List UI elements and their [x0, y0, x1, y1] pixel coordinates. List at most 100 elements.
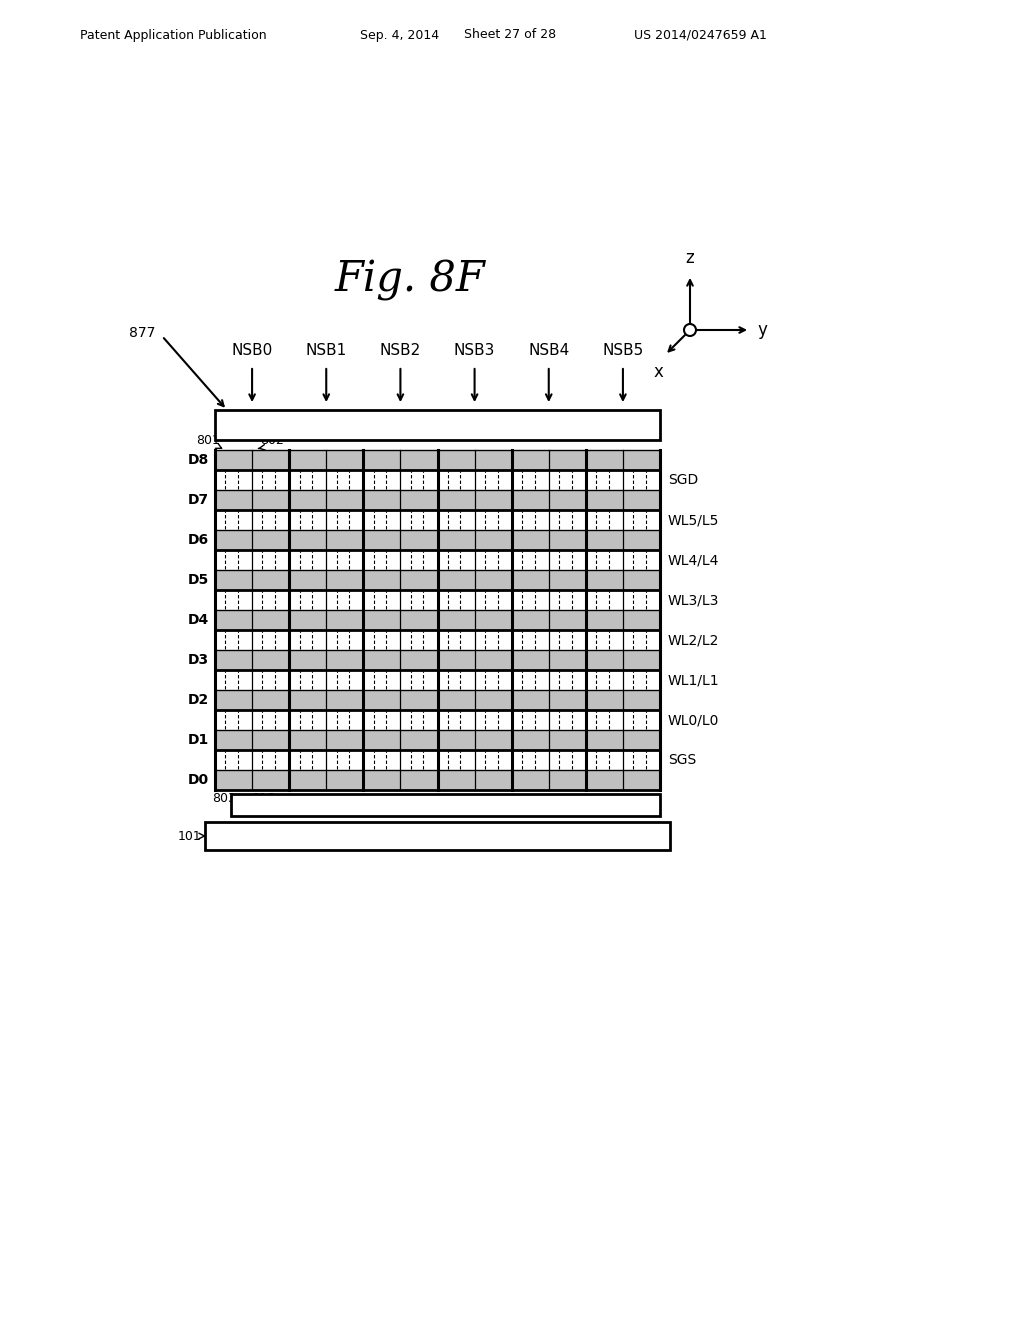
- Bar: [437, 610, 512, 630]
- Bar: [437, 630, 512, 649]
- Bar: [364, 690, 437, 710]
- Bar: [289, 450, 364, 470]
- Text: D8: D8: [187, 453, 209, 467]
- Bar: [512, 649, 586, 671]
- Text: NSB1: NSB1: [305, 343, 347, 358]
- Bar: [586, 590, 660, 610]
- Bar: [231, 795, 660, 816]
- Text: SLB1: SLB1: [422, 796, 469, 814]
- Bar: [512, 531, 586, 550]
- Bar: [437, 710, 512, 730]
- Text: 109: 109: [220, 829, 244, 842]
- Bar: [215, 630, 289, 649]
- Bar: [289, 710, 364, 730]
- Bar: [437, 590, 512, 610]
- Bar: [364, 470, 437, 490]
- Text: Fig. 8F: Fig. 8F: [335, 259, 485, 301]
- Text: SGD: SGD: [668, 473, 698, 487]
- Bar: [586, 490, 660, 510]
- Bar: [215, 649, 289, 671]
- Bar: [215, 570, 289, 590]
- Text: D1: D1: [187, 733, 209, 747]
- Bar: [289, 490, 364, 510]
- Bar: [289, 730, 364, 750]
- Text: 801: 801: [197, 434, 220, 447]
- Bar: [586, 770, 660, 789]
- Bar: [512, 710, 586, 730]
- Bar: [586, 510, 660, 531]
- Bar: [205, 822, 670, 850]
- Bar: [512, 470, 586, 490]
- Bar: [364, 490, 437, 510]
- Bar: [364, 710, 437, 730]
- Bar: [215, 490, 289, 510]
- Bar: [437, 450, 512, 470]
- Bar: [586, 750, 660, 770]
- Text: NSB4: NSB4: [528, 343, 569, 358]
- Bar: [437, 531, 512, 550]
- Bar: [364, 750, 437, 770]
- Bar: [586, 531, 660, 550]
- Bar: [364, 510, 437, 531]
- Text: 803: 803: [212, 792, 236, 805]
- Text: Patent Application Publication: Patent Application Publication: [80, 29, 266, 41]
- Text: WL2/L2: WL2/L2: [668, 634, 720, 647]
- Bar: [364, 730, 437, 750]
- Bar: [215, 671, 289, 690]
- Bar: [586, 550, 660, 570]
- Bar: [586, 570, 660, 590]
- Bar: [215, 590, 289, 610]
- Bar: [512, 671, 586, 690]
- Text: D2: D2: [187, 693, 209, 708]
- Bar: [289, 690, 364, 710]
- Text: BLB0: BLB0: [412, 416, 463, 434]
- Bar: [512, 550, 586, 570]
- Bar: [364, 570, 437, 590]
- Bar: [289, 470, 364, 490]
- Bar: [512, 490, 586, 510]
- Bar: [512, 450, 586, 470]
- Text: US 2014/0247659 A1: US 2014/0247659 A1: [634, 29, 766, 41]
- Bar: [289, 550, 364, 570]
- Text: D5: D5: [187, 573, 209, 587]
- Bar: [289, 510, 364, 531]
- Bar: [364, 649, 437, 671]
- Bar: [586, 690, 660, 710]
- Bar: [289, 590, 364, 610]
- Bar: [437, 671, 512, 690]
- Bar: [364, 590, 437, 610]
- Bar: [215, 411, 660, 440]
- Bar: [437, 510, 512, 531]
- Bar: [215, 531, 289, 550]
- Text: NSB3: NSB3: [454, 343, 496, 358]
- Bar: [289, 610, 364, 630]
- Text: 816: 816: [251, 792, 274, 805]
- Bar: [215, 690, 289, 710]
- Text: D4: D4: [187, 612, 209, 627]
- Bar: [215, 510, 289, 531]
- Text: WL1/L1: WL1/L1: [668, 673, 720, 686]
- Bar: [512, 690, 586, 710]
- Bar: [289, 531, 364, 550]
- Bar: [437, 770, 512, 789]
- Bar: [437, 550, 512, 570]
- Bar: [512, 590, 586, 610]
- Text: D0: D0: [187, 774, 209, 787]
- Text: NSB0: NSB0: [231, 343, 272, 358]
- Bar: [586, 730, 660, 750]
- Text: WL3/L3: WL3/L3: [668, 593, 720, 607]
- Bar: [289, 630, 364, 649]
- Text: D7: D7: [187, 492, 209, 507]
- Bar: [437, 490, 512, 510]
- Bar: [512, 570, 586, 590]
- Text: SGS: SGS: [668, 752, 696, 767]
- Bar: [364, 550, 437, 570]
- Bar: [364, 671, 437, 690]
- Bar: [437, 470, 512, 490]
- Bar: [512, 730, 586, 750]
- Text: D6: D6: [187, 533, 209, 546]
- Text: 877: 877: [129, 326, 155, 341]
- Bar: [364, 450, 437, 470]
- Bar: [437, 570, 512, 590]
- Text: Sep. 4, 2014: Sep. 4, 2014: [360, 29, 439, 41]
